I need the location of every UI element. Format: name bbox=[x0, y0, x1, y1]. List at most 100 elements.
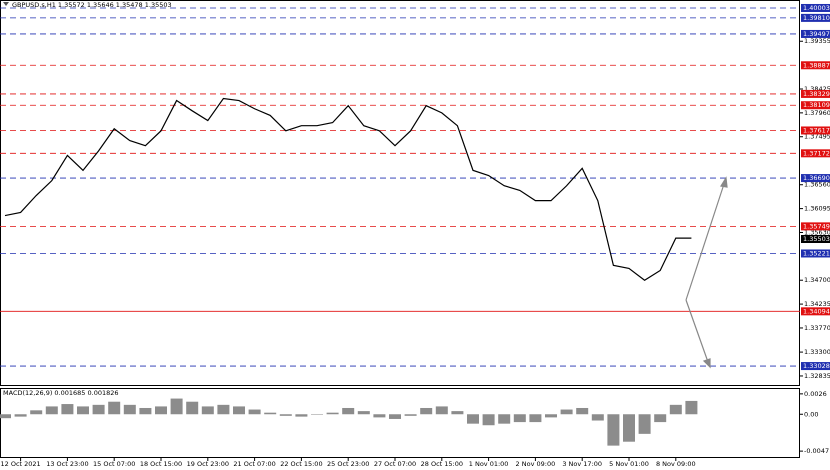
level-badge bbox=[801, 89, 830, 98]
x-tick-label: 25 Oct 23:00 bbox=[327, 460, 369, 468]
level-badge bbox=[801, 29, 830, 38]
level-badge bbox=[801, 101, 830, 110]
level-label: 1.35749 bbox=[803, 222, 830, 230]
x-tick-label: 18 Oct 15:00 bbox=[140, 460, 182, 468]
y-tick-label: 1.34700 bbox=[804, 276, 830, 284]
x-tick-label: 15 Oct 07:00 bbox=[93, 460, 135, 468]
level-label: 1.37617 bbox=[803, 126, 830, 134]
x-tick-label: 5 Nov 01:00 bbox=[609, 460, 649, 468]
macd-bar bbox=[92, 404, 105, 415]
x-tick-label: 1 Nov 01:00 bbox=[469, 460, 509, 468]
x-tick-label: 19 Oct 23:00 bbox=[187, 460, 229, 468]
macd-bar bbox=[373, 414, 386, 418]
x-tick-label: 13 Oct 23:00 bbox=[46, 460, 88, 468]
y-tick-label: 1.32835 bbox=[804, 372, 830, 380]
y-tick-label: 1.33770 bbox=[804, 324, 830, 332]
macd-bar bbox=[654, 414, 667, 423]
level-label: 1.36690 bbox=[803, 174, 830, 182]
macd-bar bbox=[560, 409, 573, 415]
macd-bar bbox=[14, 414, 27, 417]
level-label: 1.35221 bbox=[803, 249, 830, 257]
x-tick-label: 28 Oct 15:00 bbox=[421, 460, 463, 468]
level-badge bbox=[801, 249, 830, 258]
macd-bar bbox=[279, 414, 292, 416]
x-tick-label: 8 Nov 09:00 bbox=[656, 460, 696, 468]
macd-bar bbox=[201, 406, 214, 415]
y-tick-label: 1.37960 bbox=[804, 109, 830, 117]
level-badge bbox=[801, 234, 830, 243]
macd-bar bbox=[513, 414, 526, 423]
symbol-icon bbox=[3, 2, 9, 6]
macd-bar bbox=[233, 406, 245, 415]
macd-bar bbox=[295, 414, 308, 417]
x-tick-label: 22 Oct 15:00 bbox=[280, 460, 322, 468]
level-label: 1.39810 bbox=[803, 14, 830, 22]
macd-bar bbox=[264, 412, 277, 415]
level-badge bbox=[801, 13, 830, 22]
level-badge bbox=[801, 3, 830, 12]
macd-bar bbox=[123, 404, 136, 415]
price-panel bbox=[0, 0, 800, 386]
macd-bar bbox=[420, 407, 433, 415]
level-label: 1.37172 bbox=[803, 149, 830, 157]
x-tick-label: 27 Oct 07:00 bbox=[374, 460, 416, 468]
forecast-arrows bbox=[685, 176, 728, 369]
macd-bar bbox=[170, 398, 183, 415]
macd-bar bbox=[638, 414, 651, 434]
chart-title: GBPUSD.s,H1 1.35572 1.35646 1.35478 1.35… bbox=[12, 1, 172, 9]
macd-title: MACD(12,26,9) 0.001685 0.001826 bbox=[3, 389, 119, 397]
y-tick-label: 1.33300 bbox=[804, 348, 830, 356]
y-tick-label: 1.36560 bbox=[804, 181, 830, 189]
level-badge bbox=[801, 362, 830, 371]
level-label: 1.38887 bbox=[803, 61, 830, 69]
macd-panel bbox=[0, 388, 800, 458]
macd-bar bbox=[404, 414, 417, 416]
macd-bar bbox=[529, 414, 542, 423]
level-label: 1.38109 bbox=[803, 101, 830, 109]
macd-bar bbox=[389, 414, 401, 419]
level-badge bbox=[801, 149, 830, 158]
macd-bar bbox=[451, 411, 464, 415]
macd-bar bbox=[326, 412, 339, 415]
level-label: 1.40003 bbox=[803, 4, 830, 12]
macd-y-tick-label: -0.0047 bbox=[804, 447, 829, 455]
macd-bar bbox=[0, 414, 11, 419]
x-tick-label: 12 Oct 2021 bbox=[1, 460, 41, 468]
level-label: 1.35503 bbox=[803, 235, 830, 243]
macd-bar bbox=[45, 406, 58, 415]
macd-bar bbox=[61, 404, 74, 415]
level-badge bbox=[801, 126, 830, 135]
price-line bbox=[4, 97, 692, 281]
level-badge bbox=[801, 222, 830, 231]
level-badge bbox=[801, 307, 830, 316]
y-tick-label: 1.34235 bbox=[804, 300, 830, 308]
macd-bar bbox=[217, 404, 230, 415]
x-tick-label: 21 Oct 07:00 bbox=[233, 460, 275, 468]
level-label: 1.38329 bbox=[803, 90, 830, 98]
level-label: 1.33028 bbox=[803, 362, 830, 370]
macd-bar bbox=[108, 401, 121, 415]
macd-bar bbox=[591, 414, 604, 421]
macd-y-tick-label: 0.00 bbox=[804, 410, 818, 418]
macd-bar bbox=[623, 414, 635, 442]
y-tick-label: 1.35630 bbox=[804, 228, 830, 236]
level-label: 1.39497 bbox=[803, 30, 830, 38]
macd-y-tick-label: 0.0026 bbox=[804, 390, 827, 398]
macd-bar bbox=[669, 404, 682, 415]
macd-bar bbox=[607, 414, 620, 446]
macd-bar bbox=[186, 401, 199, 415]
y-tick-label: 1.39355 bbox=[804, 37, 830, 45]
y-tick-label: 1.37495 bbox=[804, 133, 830, 141]
macd-bar bbox=[482, 414, 495, 426]
level-badge bbox=[801, 174, 830, 183]
macd-bar bbox=[248, 409, 261, 415]
x-tick-label: 2 Nov 09:00 bbox=[516, 460, 556, 468]
macd-bar bbox=[77, 406, 89, 415]
y-tick-label: 1.36095 bbox=[804, 205, 830, 213]
macd-bar bbox=[342, 407, 355, 415]
macd-bar bbox=[498, 414, 511, 424]
macd-bar bbox=[357, 411, 370, 415]
macd-bar bbox=[467, 414, 479, 424]
macd-bar bbox=[139, 407, 152, 415]
